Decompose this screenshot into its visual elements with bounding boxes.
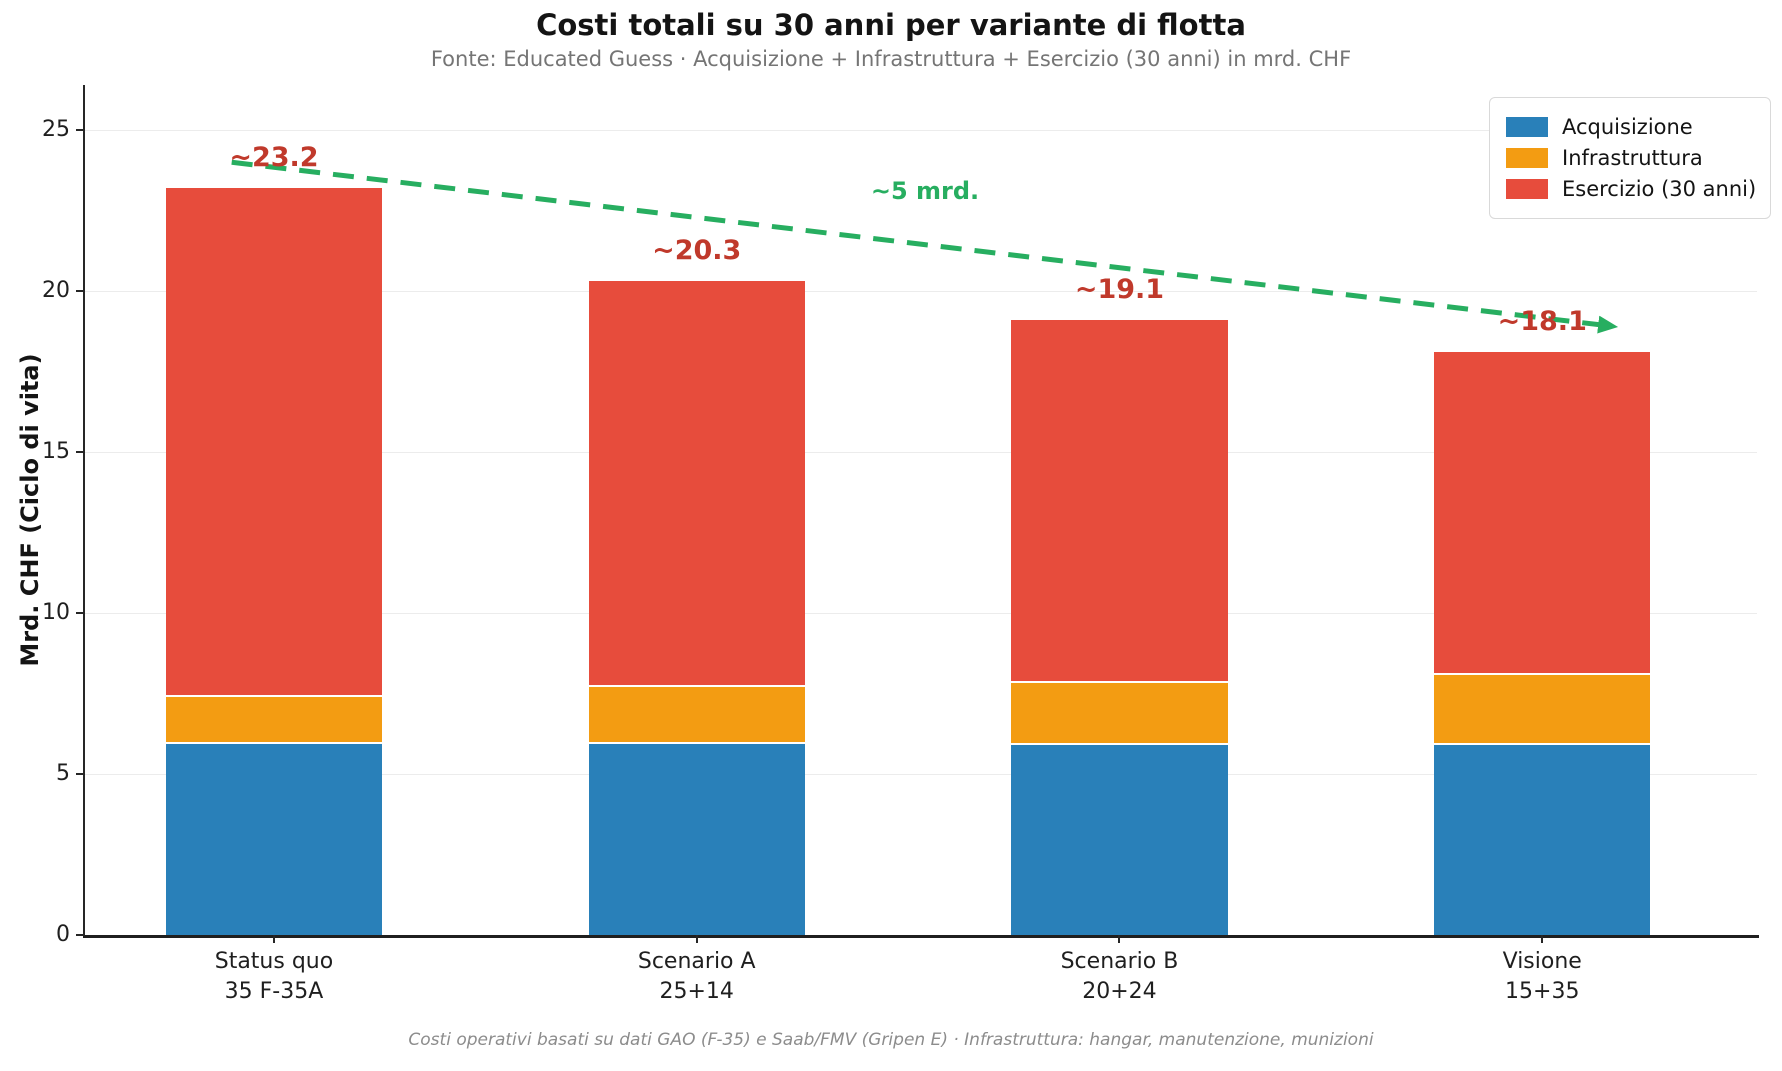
- bar-segment-acquisizione: [165, 741, 383, 935]
- y-tick-label: 0: [56, 922, 70, 947]
- legend-item: Infrastruttura: [1506, 146, 1754, 170]
- chart-title: Costi totali su 30 anni per variante di …: [536, 8, 1246, 42]
- y-tick-mark: [76, 773, 85, 775]
- y-tick-mark: [76, 934, 85, 936]
- bar-segment-acquisizione: [588, 741, 805, 935]
- x-tick-label: Scenario B 20+24: [959, 947, 1279, 1007]
- bar-total-label: ~20.3: [652, 235, 742, 267]
- y-tick-mark: [76, 129, 85, 132]
- bar-total-label: ~18.1: [1497, 306, 1587, 338]
- bar-segment-esercizio-30-anni: [1011, 320, 1228, 681]
- bar-segment-esercizio-30-anni: [1434, 352, 1651, 673]
- legend-item: Esercizio (30 anni): [1506, 177, 1757, 201]
- gridline: [85, 773, 1757, 775]
- legend-label: Infrastruttura: [1562, 146, 1703, 170]
- category-label: Status quo: [214, 949, 334, 974]
- category-label: Scenario A: [637, 949, 756, 974]
- footer-note: Costi operativi basati su dati GAO (F-35…: [408, 1030, 1374, 1050]
- bar-total-label: ~23.2: [229, 142, 319, 174]
- y-tick-label: 5: [56, 761, 70, 786]
- legend-label: Esercizio (30 anni): [1562, 177, 1757, 201]
- y-tick-label: 25: [42, 117, 70, 143]
- bar-segment-infrastruttura: [588, 685, 805, 742]
- x-tick-mark: [1118, 935, 1121, 943]
- bar-segment-infrastruttura: [1434, 672, 1651, 744]
- bar-segment-esercizio-30-anni: [588, 281, 805, 686]
- category-label: Visione: [1502, 949, 1582, 974]
- legend-item: Acquisizione: [1506, 115, 1754, 139]
- bar-segment-infrastruttura: [1011, 680, 1228, 744]
- legend-label: Acquisizione: [1562, 115, 1693, 139]
- category-sublabel: 15+35: [1505, 979, 1580, 1004]
- category-sublabel: 35 F-35A: [224, 979, 324, 1004]
- bar-total-label: ~19.1: [1074, 274, 1165, 306]
- bar-segment-acquisizione: [1434, 743, 1651, 935]
- bar-segment-acquisizione: [1011, 743, 1228, 935]
- x-tick-label: Visione 15+35: [1382, 947, 1702, 1007]
- legend-swatch-acquisizione: [1506, 117, 1548, 137]
- chart-subtitle: Fonte: Educated Guess · Acquisizione + I…: [430, 47, 1352, 71]
- category-label: Scenario B: [1060, 949, 1179, 974]
- x-tick-mark: [695, 935, 698, 943]
- category-sublabel: 20+24: [1082, 979, 1157, 1004]
- bar-segment-infrastruttura: [165, 695, 383, 742]
- gridline: [85, 129, 1757, 131]
- category-sublabel: 25+14: [659, 979, 734, 1004]
- y-tick-label: 10: [42, 600, 70, 626]
- bar-segment-esercizio-30-anni: [165, 188, 383, 696]
- legend-swatch-esercizio-30-anni: [1506, 179, 1548, 199]
- legend: Acquisizione Infrastruttura Esercizio (30 …: [1489, 97, 1771, 219]
- x-tick-mark: [272, 935, 275, 943]
- x-tick-mark: [1541, 935, 1544, 943]
- gridline: [85, 612, 1757, 614]
- y-tick-mark: [76, 451, 85, 454]
- y-tick-mark: [76, 290, 85, 293]
- x-axis-spine: [83, 935, 1759, 938]
- y-tick-label: 15: [42, 439, 70, 465]
- y-tick-mark: [76, 612, 85, 615]
- y-axis-spine: [83, 85, 85, 935]
- x-tick-label: Status quo 35 F-35A: [114, 947, 434, 1007]
- x-tick-label: Scenario A 25+14: [537, 947, 857, 1007]
- trend-annotation: ~5 mrd.: [870, 177, 980, 206]
- gridline: [85, 451, 1757, 453]
- legend-swatch-infrastruttura: [1506, 148, 1548, 168]
- y-tick-label: 20: [42, 278, 70, 304]
